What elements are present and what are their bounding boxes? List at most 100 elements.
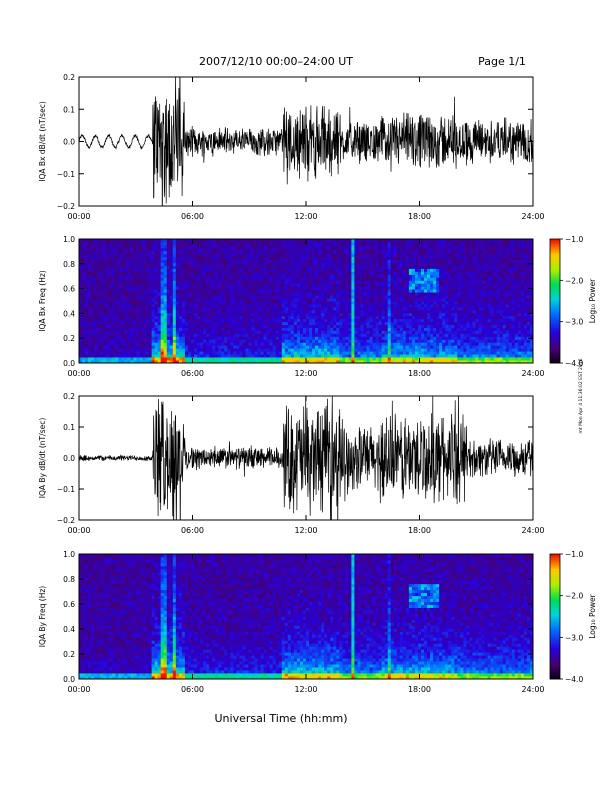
heat-cell [333, 247, 337, 252]
heat-cell [106, 315, 110, 320]
heat-cell [275, 345, 280, 349]
heat-cell [91, 318, 95, 323]
heat-cell [184, 360, 189, 364]
heat-cell [100, 292, 104, 296]
heat-cell [190, 289, 195, 293]
heat-cell [130, 289, 134, 293]
heat-cell [181, 336, 186, 340]
heat-cell [369, 239, 373, 243]
heat-cell [427, 351, 431, 355]
side-note: mt Mon Apr 4 11:36:02 EST 2016 [578, 358, 584, 433]
heat-cell [302, 306, 307, 311]
heat-cell [348, 262, 352, 266]
heat-cell [184, 253, 189, 258]
heat-cell [309, 321, 313, 326]
heat-cell [88, 259, 92, 264]
heat-cell [212, 318, 216, 323]
heat-cell [157, 342, 162, 346]
heat-cell [82, 339, 86, 343]
heat-cell [433, 265, 437, 269]
heat-cell [160, 271, 165, 275]
heat-cell [236, 292, 240, 296]
heat-cell [315, 268, 319, 272]
heat-cell [263, 333, 268, 337]
heat-cell [354, 342, 358, 346]
heat-cell [278, 239, 283, 243]
heat-cell [417, 259, 422, 264]
heat-cell [390, 250, 395, 255]
heat-cell [424, 247, 428, 252]
heat-cell [85, 348, 89, 352]
heat-cell [112, 289, 116, 293]
heat-cell [160, 354, 165, 358]
heat-cell [175, 289, 180, 293]
heat-cell [109, 342, 113, 346]
heat-cell [218, 342, 222, 346]
heat-cell [284, 339, 289, 343]
heat-cell [278, 247, 283, 252]
heat-cell [281, 277, 286, 281]
heat-cell [399, 360, 404, 364]
heat-cell [269, 277, 274, 281]
heat-cell [324, 298, 328, 302]
heat-cell [88, 330, 92, 334]
heat-cell [296, 360, 301, 364]
heat-cell [133, 280, 137, 284]
heat-cell [260, 241, 265, 246]
heat-cell [130, 295, 134, 299]
heat-cell [112, 324, 116, 328]
heat-cell [357, 306, 361, 311]
heat-cell [148, 312, 153, 317]
heat-cell [390, 354, 395, 358]
heat-cell [160, 339, 165, 343]
heat-cell [94, 342, 98, 346]
heat-cell [336, 247, 340, 252]
heat-cell [421, 295, 425, 299]
heat-cell [218, 348, 222, 352]
heat-cell [369, 360, 373, 364]
heat-cell [190, 277, 195, 281]
heat-cell [145, 360, 150, 364]
heat-cell [130, 298, 134, 302]
heat-cell [91, 271, 95, 275]
heat-cell [357, 354, 361, 358]
heat-cell [417, 274, 422, 278]
heat-cell [299, 330, 304, 334]
heat-cell [154, 283, 159, 287]
heat-cell [284, 271, 289, 275]
heat-cell [402, 342, 407, 346]
heat-cell [257, 312, 261, 317]
heat-cell [378, 336, 383, 340]
heat-cell [309, 247, 313, 252]
heat-cell [106, 309, 110, 314]
heat-cell [163, 298, 168, 302]
heat-cell [197, 239, 201, 243]
heat-cell [82, 283, 86, 287]
heat-cell [269, 292, 274, 296]
heat-cell [405, 312, 410, 317]
heat-cell [187, 309, 192, 314]
heat-cell [115, 283, 119, 287]
heat-cell [315, 351, 319, 355]
heat-cell [354, 247, 358, 252]
heat-cell [197, 339, 201, 343]
heat-cell [197, 351, 201, 355]
heat-cell [79, 354, 83, 358]
heat-cell [284, 274, 289, 278]
heat-cell [88, 277, 92, 281]
heat-cell [239, 301, 243, 305]
heat-cell [375, 239, 380, 243]
heat-cell [197, 280, 201, 284]
heat-cell [106, 268, 110, 272]
heat-cell [312, 292, 316, 296]
heat-cell [218, 345, 222, 349]
heat-cell [233, 315, 237, 320]
heat-cell [200, 357, 204, 361]
heat-cell [411, 241, 416, 246]
heat-cell [321, 271, 325, 275]
heat-cell [372, 253, 377, 258]
heat-cell [97, 244, 101, 249]
heat-cell [417, 354, 422, 358]
heat-cell [375, 253, 380, 258]
heat-cell [327, 289, 331, 293]
